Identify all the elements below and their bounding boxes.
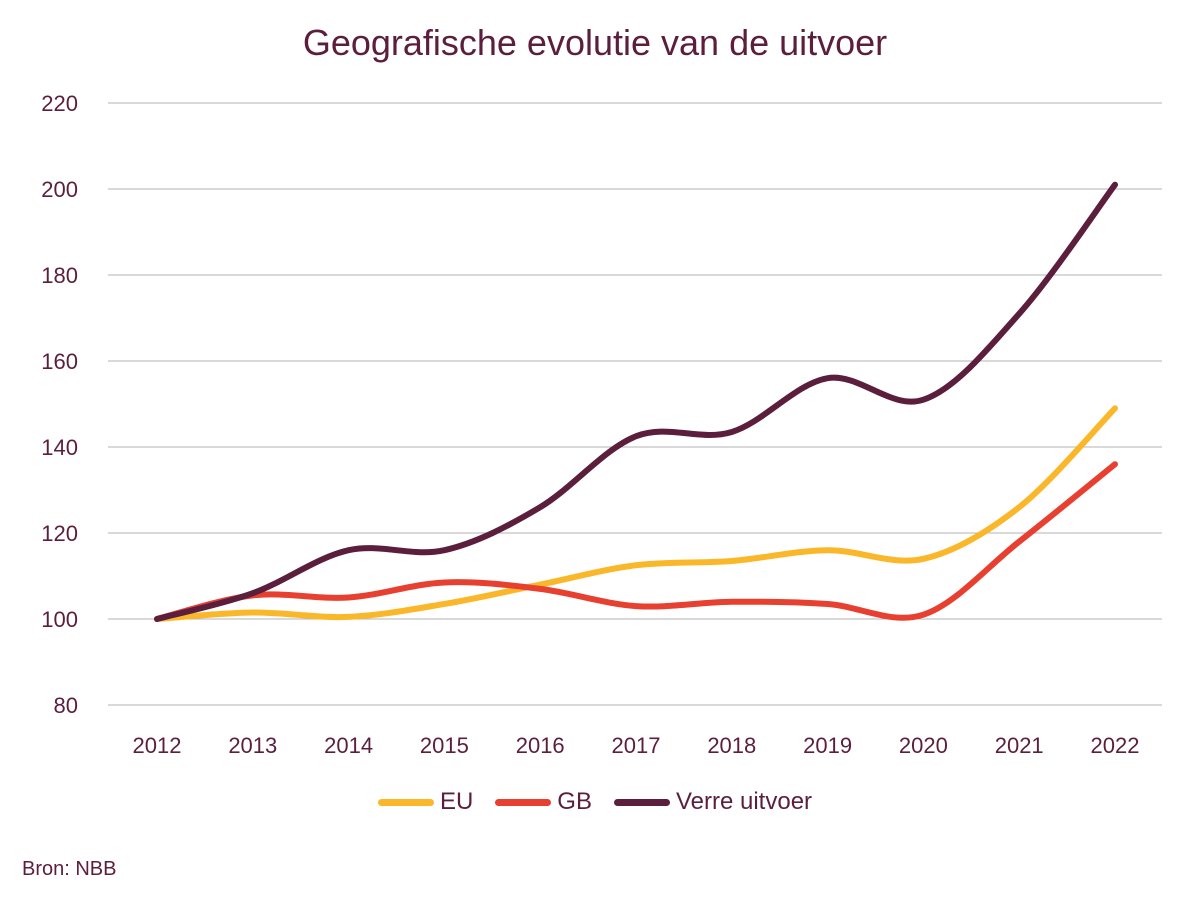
series-line-gb: [154, 461, 1118, 622]
y-tick-label: 100: [41, 607, 78, 632]
gridlines: [108, 102, 1162, 706]
x-tick-label: 2017: [612, 733, 661, 758]
x-tick-label: 2020: [899, 733, 948, 758]
series-line-eu: [154, 405, 1118, 622]
chart-title: Geografische evolutie van de uitvoer: [302, 22, 888, 63]
y-tick-label: 120: [41, 521, 78, 546]
x-tick-label: 2016: [516, 733, 565, 758]
legend-swatch: [613, 798, 670, 806]
y-tick-label: 180: [41, 263, 78, 288]
y-axis-ticks: 80 100 120 140 160 180 200 220: [41, 91, 78, 718]
y-tick-label: 80: [54, 693, 78, 718]
x-tick-label: 2019: [803, 733, 852, 758]
y-tick-label: 220: [41, 91, 78, 116]
x-tick-label: 2018: [707, 733, 756, 758]
legend-item: EU: [377, 788, 474, 816]
y-tick-label: 160: [41, 349, 78, 374]
x-tick-label: 2022: [1091, 733, 1140, 758]
legend-label: Verre uitvoer: [675, 788, 813, 815]
legend-label: GB: [557, 788, 592, 815]
x-tick-label: 2012: [133, 733, 182, 758]
legend-swatch: [377, 798, 434, 806]
x-tick-label: 2015: [420, 733, 469, 758]
legend-swatch: [495, 798, 552, 806]
x-tick-label: 2021: [995, 733, 1044, 758]
legend-label: EU: [439, 788, 474, 815]
x-axis-ticks: 2012 2013 2014 2015 2016 2017 2018 2019 2020 2021…: [133, 733, 1140, 758]
legend-item: Verre uitvoer: [613, 788, 813, 816]
x-tick-label: 2013: [228, 733, 277, 758]
series-lines: [154, 181, 1118, 622]
series-line-verre-uitvoer: [154, 181, 1118, 622]
y-tick-label: 200: [41, 177, 78, 202]
legend: EU GB Verre uitvoer: [0, 788, 1190, 816]
source-note: Bron: NBB: [22, 858, 117, 880]
x-tick-label: 2014: [324, 733, 373, 758]
legend-item: GB: [495, 788, 592, 816]
y-tick-label: 140: [41, 435, 78, 460]
